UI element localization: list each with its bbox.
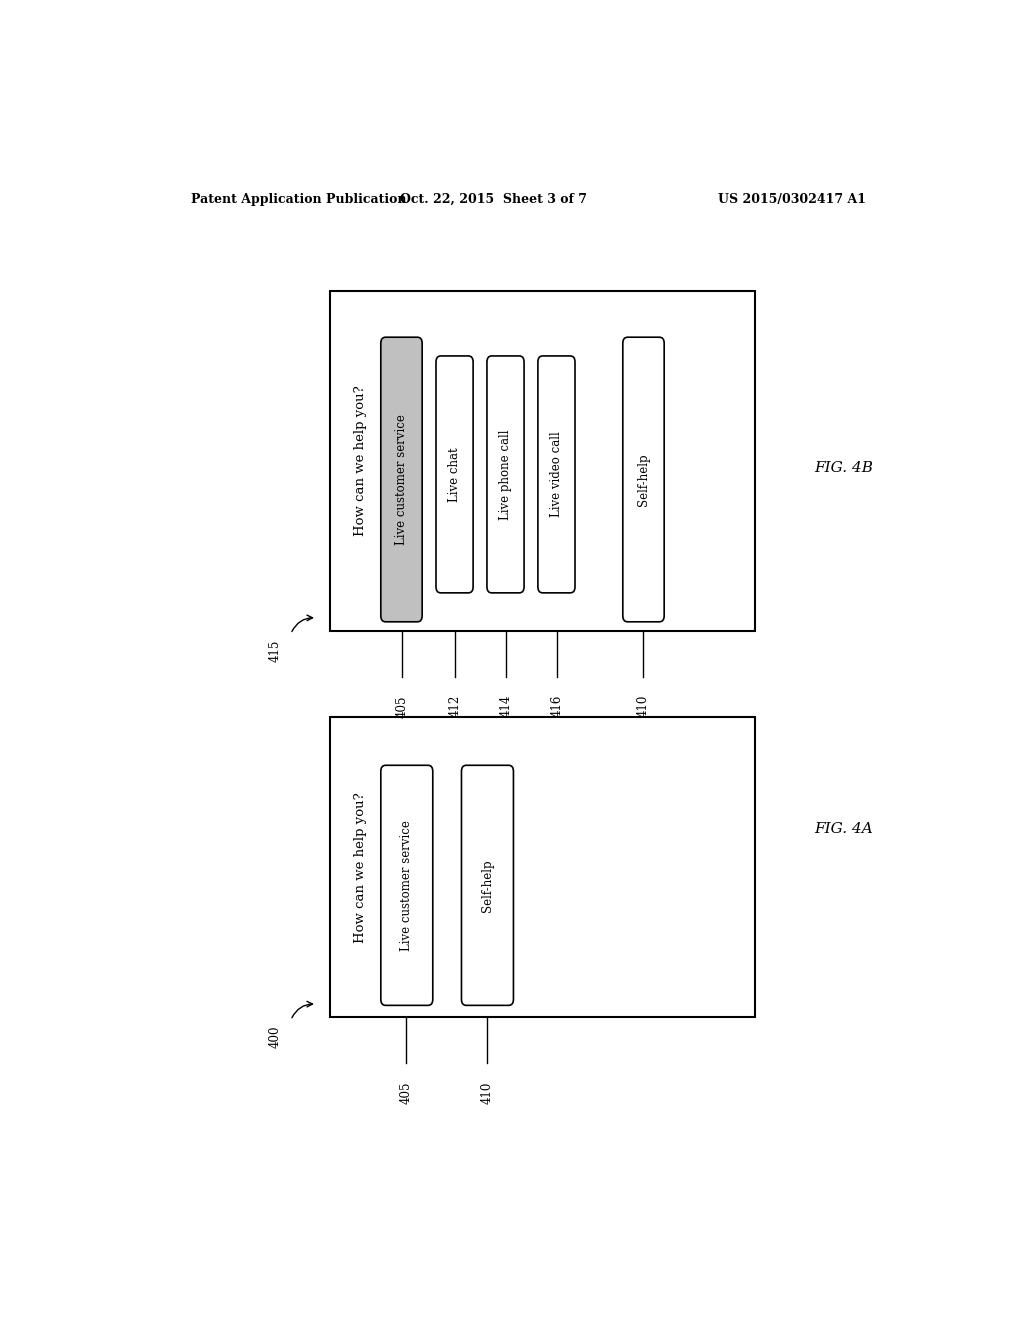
Text: 410: 410 bbox=[481, 1081, 494, 1104]
Text: US 2015/0302417 A1: US 2015/0302417 A1 bbox=[718, 193, 866, 206]
FancyBboxPatch shape bbox=[623, 337, 665, 622]
Text: Patent Application Publication: Patent Application Publication bbox=[191, 193, 407, 206]
FancyBboxPatch shape bbox=[381, 766, 433, 1006]
Text: How can we help you?: How can we help you? bbox=[354, 792, 367, 942]
Text: 410: 410 bbox=[637, 696, 650, 718]
Text: Self-help: Self-help bbox=[637, 453, 650, 506]
Text: 412: 412 bbox=[449, 696, 461, 717]
FancyBboxPatch shape bbox=[538, 356, 575, 593]
Text: Self-help: Self-help bbox=[481, 859, 494, 912]
Text: 414: 414 bbox=[500, 696, 512, 718]
Text: FIG. 4B: FIG. 4B bbox=[814, 462, 873, 475]
Text: 415: 415 bbox=[268, 639, 282, 661]
Text: Oct. 22, 2015  Sheet 3 of 7: Oct. 22, 2015 Sheet 3 of 7 bbox=[399, 193, 587, 206]
Text: 405: 405 bbox=[399, 1081, 413, 1104]
Text: Live customer service: Live customer service bbox=[395, 414, 408, 545]
Bar bbox=[331, 718, 755, 1018]
Text: How can we help you?: How can we help you? bbox=[354, 385, 367, 536]
Text: Live customer service: Live customer service bbox=[400, 820, 414, 950]
Text: 416: 416 bbox=[550, 696, 563, 718]
Bar bbox=[331, 290, 755, 631]
FancyBboxPatch shape bbox=[381, 337, 422, 622]
FancyBboxPatch shape bbox=[462, 766, 513, 1006]
Text: Live phone call: Live phone call bbox=[499, 429, 512, 520]
Text: Live chat: Live chat bbox=[449, 447, 461, 502]
Text: 400: 400 bbox=[268, 1026, 282, 1048]
FancyBboxPatch shape bbox=[436, 356, 473, 593]
Text: FIG. 4A: FIG. 4A bbox=[814, 822, 873, 837]
Text: 405: 405 bbox=[395, 696, 409, 718]
Text: Live video call: Live video call bbox=[550, 432, 563, 517]
FancyBboxPatch shape bbox=[487, 356, 524, 593]
